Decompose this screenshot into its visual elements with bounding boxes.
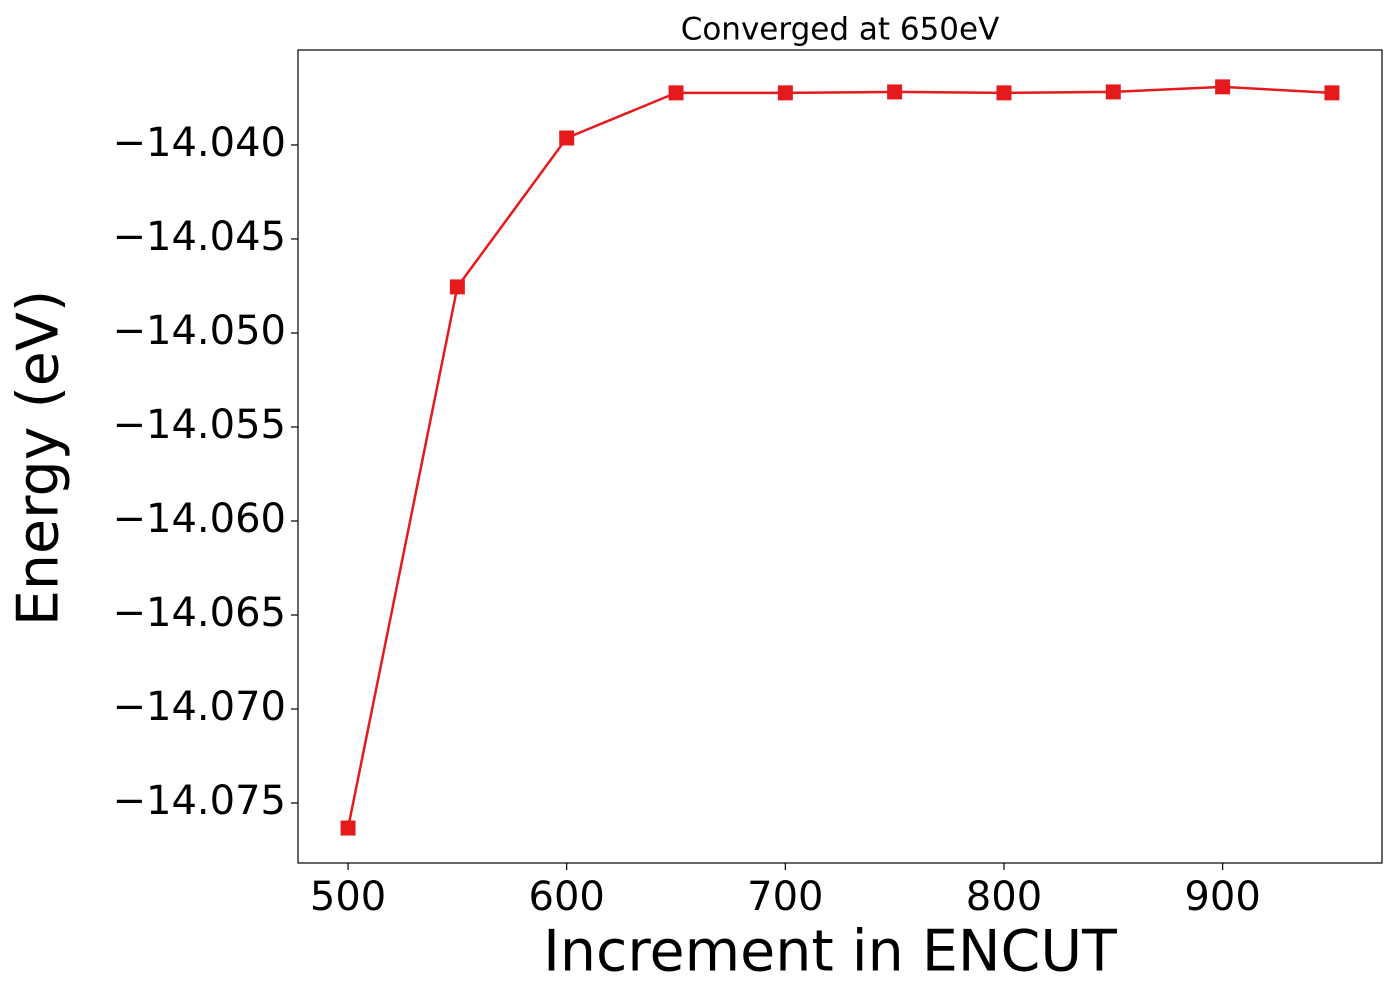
y-axis-label: Energy (eV) [6, 290, 72, 626]
data-point [887, 84, 903, 100]
y-tick-label: −14.040 [113, 120, 286, 166]
y-tick-label: −14.060 [113, 496, 286, 542]
y-tick-label: −14.075 [113, 778, 286, 824]
data-point [1215, 79, 1231, 95]
x-tick-label: 700 [747, 874, 823, 920]
data-point [559, 130, 575, 146]
y-tick-label: −14.055 [113, 402, 286, 448]
x-axis-label: Increment in ENCUT [543, 919, 1117, 985]
chart-title: Converged at 650eV [681, 12, 1000, 48]
data-point [668, 85, 684, 101]
y-tick-label: −14.070 [113, 684, 286, 730]
plot: −14.040 −14.045 −14.050 −14.055 −14.060 −14.0… [113, 79, 1340, 920]
data-point [996, 85, 1012, 101]
x-tick-label: 500 [310, 874, 386, 920]
data-point [777, 85, 793, 101]
data-point [449, 279, 465, 295]
x-tick-label: 900 [1184, 874, 1260, 920]
data-point [1105, 84, 1121, 100]
x-tick-label: 600 [529, 874, 605, 920]
series-line [346, 85, 1332, 829]
data-point [340, 820, 356, 836]
y-tick-label: −14.050 [113, 308, 286, 354]
x-tick-label: 800 [966, 874, 1042, 920]
plot-frame [297, 49, 1383, 864]
y-tick-label: −14.065 [113, 590, 286, 636]
data-point [1324, 85, 1340, 101]
y-tick-label: −14.045 [113, 214, 286, 260]
